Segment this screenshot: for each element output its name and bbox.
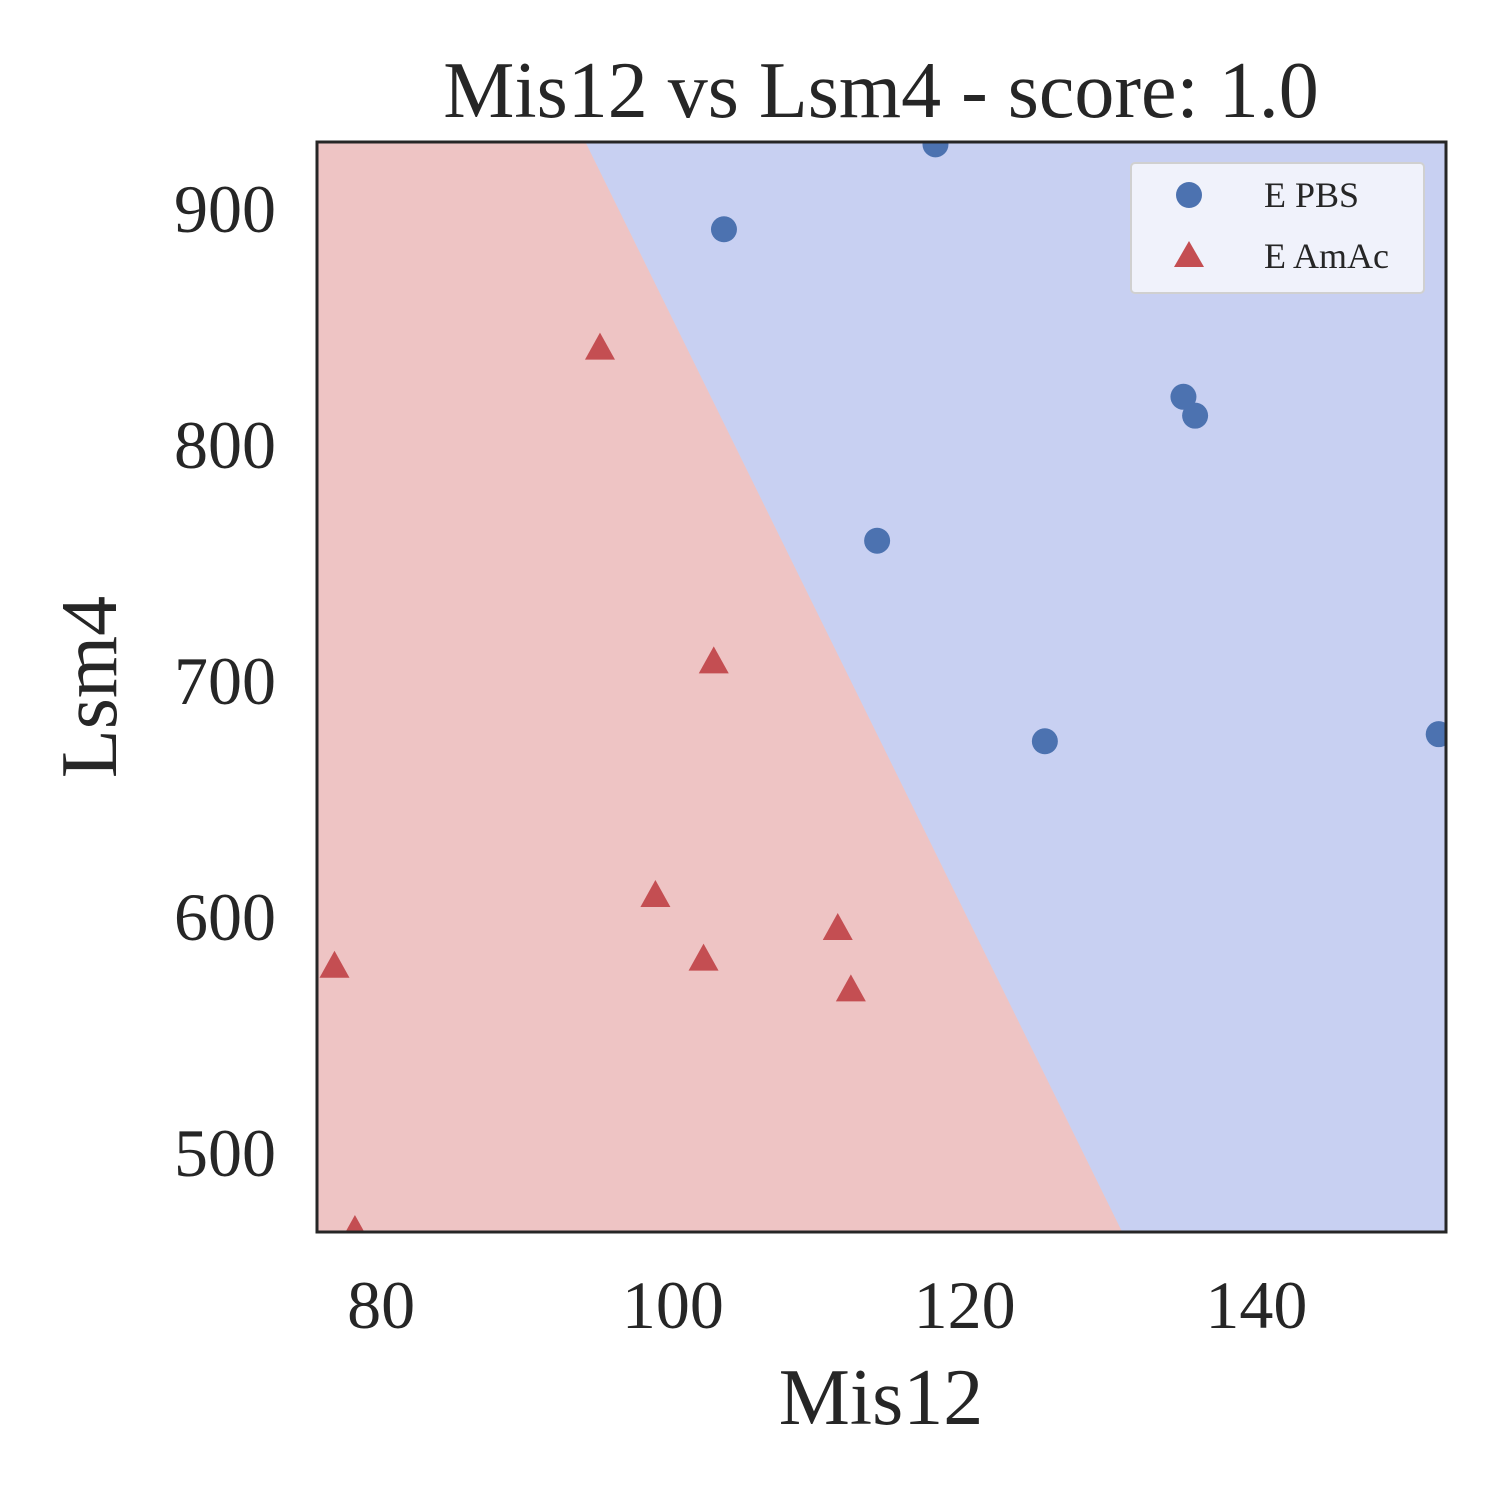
legend-box (1130, 162, 1425, 294)
x-axis-label: Mis12 (779, 1354, 984, 1442)
data-point-e-amac (688, 943, 719, 971)
data-point-e-amac (698, 646, 729, 674)
y-tick-label: 500 (174, 1115, 276, 1191)
data-point-e-amac (640, 879, 671, 907)
x-tick-label: 80 (347, 1267, 415, 1343)
y-tick-label: 600 (174, 879, 276, 955)
data-point-e-pbs (710, 216, 737, 243)
data-point-e-pbs (1425, 721, 1446, 748)
y-axis-label: Lsm4 (46, 596, 134, 778)
decision-regions (317, 142, 1446, 1232)
legend-marker-e-pbs (1176, 182, 1202, 208)
x-tick-label: 100 (622, 1267, 724, 1343)
plot-frame (315, 140, 1448, 1234)
data-point-e-amac (822, 913, 853, 941)
legend: E PBS E AmAc (1130, 162, 1425, 294)
legend-label-e-pbs: E PBS (1264, 175, 1359, 215)
data-points (319, 142, 1446, 1232)
y-tick-label: 900 (174, 171, 276, 247)
data-point-e-amac (835, 974, 866, 1002)
x-tick-label: 140 (1205, 1267, 1307, 1343)
y-tick-label: 800 (174, 407, 276, 483)
legend-marker-e-amac (1174, 241, 1204, 267)
region-e-amac (317, 142, 1123, 1232)
data-point-e-pbs (922, 142, 949, 158)
data-point-e-pbs (1182, 402, 1209, 429)
data-point-e-amac (345, 1215, 365, 1232)
axis-ticks: 80 100 120 140 500 600 700 800 900 (174, 171, 1307, 1343)
chart-title: Mis12 vs Lsm4 - score: 1.0 (443, 47, 1319, 135)
legend-label-e-amac: E AmAc (1264, 236, 1389, 276)
x-tick-label: 120 (914, 1267, 1016, 1343)
data-point-e-pbs (1031, 728, 1058, 755)
data-point-e-amac (584, 332, 615, 360)
data-point-e-amac (319, 950, 350, 978)
data-point-e-pbs (864, 527, 891, 554)
y-tick-label: 700 (174, 643, 276, 719)
data-point-e-pbs (1170, 383, 1197, 410)
